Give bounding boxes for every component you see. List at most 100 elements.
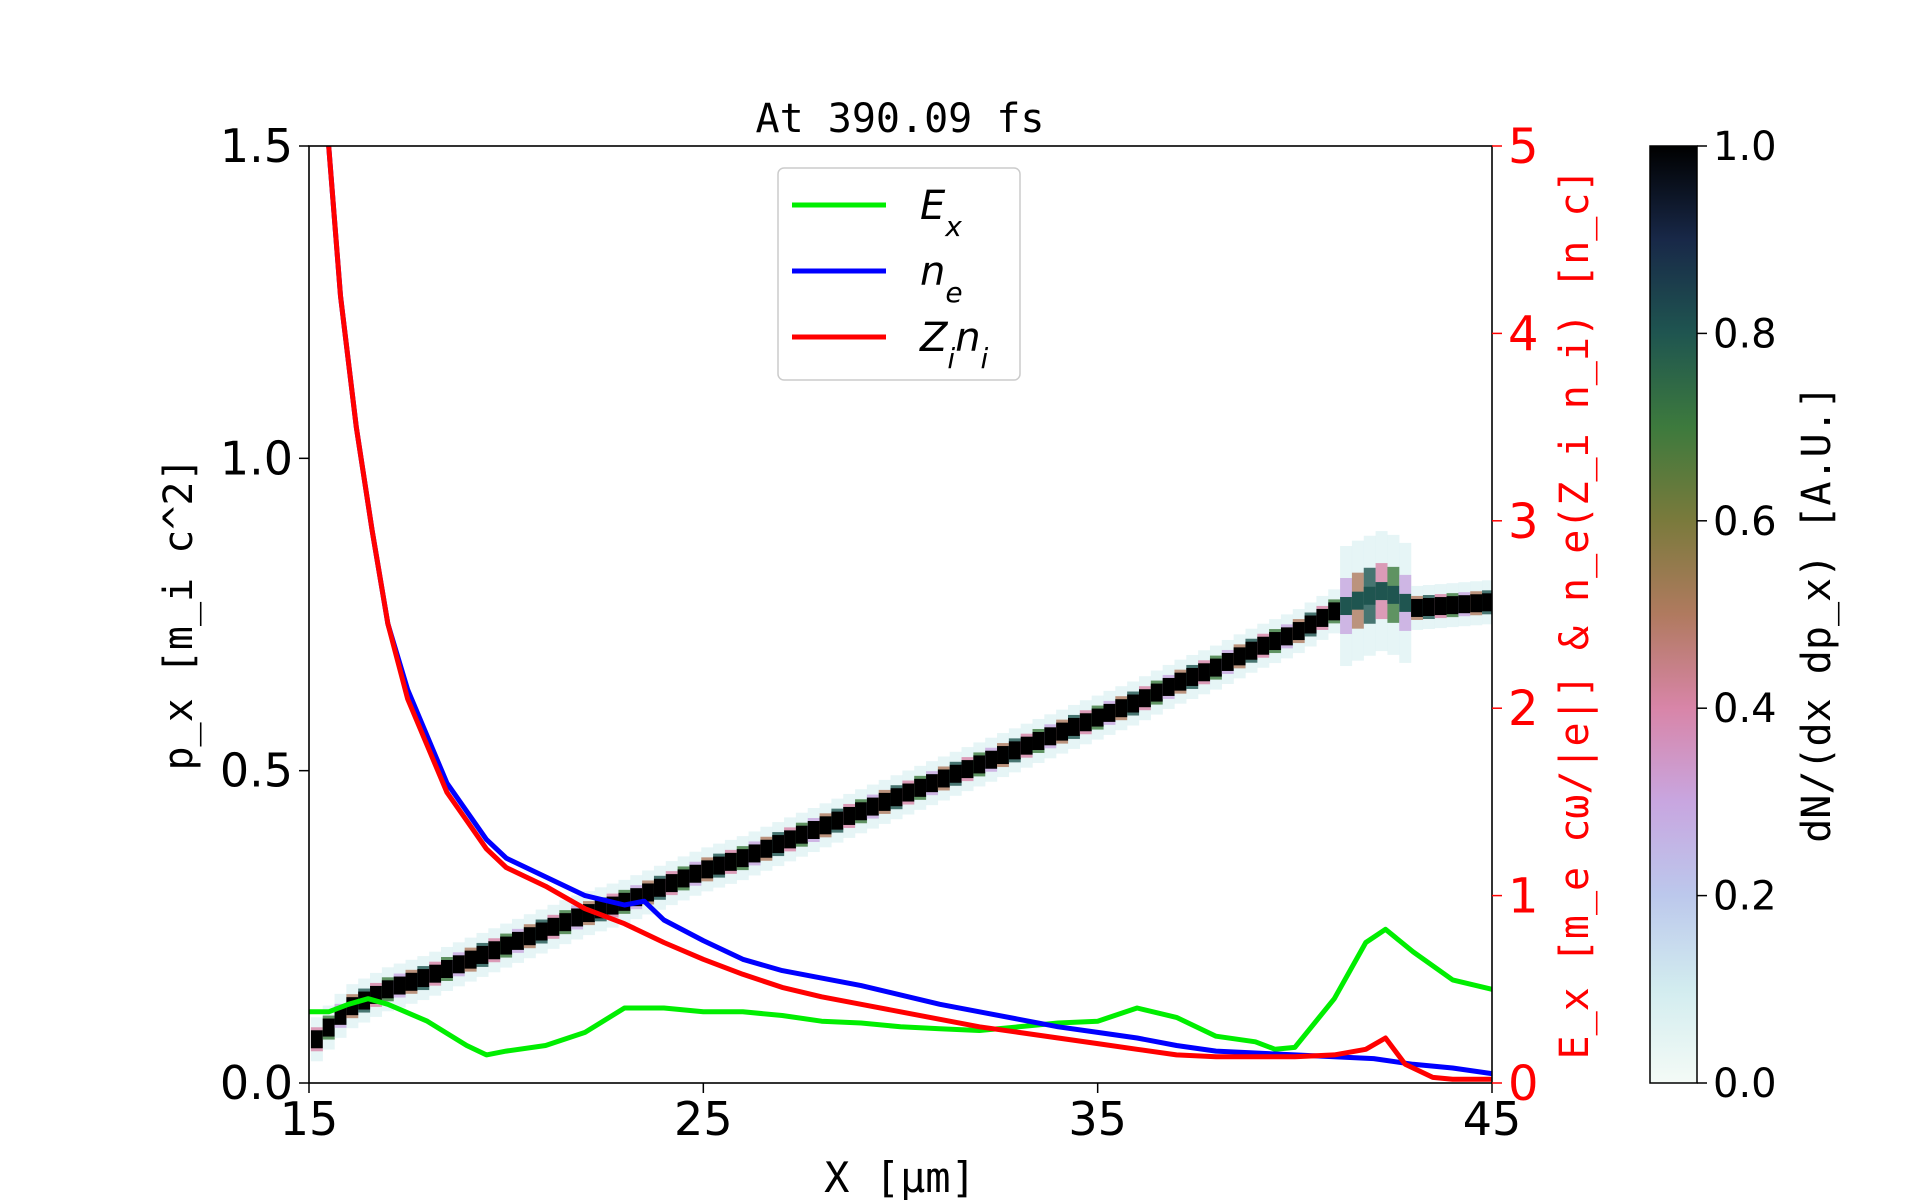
x-tick-label: 45 (1463, 1092, 1522, 1146)
phase-core-cell (1482, 593, 1492, 612)
legend-label: ne (920, 249, 963, 309)
chart-title: At 390.09 fs (756, 96, 1045, 142)
right-y-tick-label: 0 (1508, 1056, 1539, 1112)
phase-core-cell (736, 849, 749, 868)
phase-core-cell (523, 927, 536, 946)
phase-core-cell (819, 816, 832, 835)
phase-core-cell (1411, 598, 1424, 617)
left-y-tick-label: 1.0 (220, 431, 293, 485)
left-y-axis-ticks: 0.0 0.5 1.0 1.5 (220, 119, 309, 1110)
left-y-tick-label: 0.5 (220, 744, 293, 798)
phase-core-cell (1316, 608, 1329, 627)
phase-core-cell (937, 769, 950, 788)
phase-core-cell (310, 1030, 323, 1049)
phase-core-cell (1056, 722, 1069, 741)
colorbar-tick-label: 0.2 (1713, 874, 1777, 920)
phase-core-cell (890, 788, 903, 807)
plot-frame (308, 145, 1493, 1084)
phase-core-cell (559, 913, 572, 932)
phase-core-cell (795, 825, 808, 844)
phase-core-cell (772, 835, 785, 854)
phase-core-cell (1008, 741, 1021, 760)
phase-core-cell (1304, 615, 1317, 634)
right-y-tick-label: 2 (1508, 681, 1539, 737)
phase-core-cell (1387, 585, 1400, 604)
phase-core-cell (1221, 652, 1234, 671)
series-layer (309, 146, 1492, 1082)
phase-core-cell (653, 878, 666, 897)
phase-core-cell (1245, 641, 1258, 660)
phase-core-cell (807, 821, 820, 840)
phase-core-cell (1091, 708, 1104, 727)
x-axis-label: X [μm] (824, 1153, 976, 1200)
phase-core-cell (973, 755, 986, 774)
series-line (326, 146, 1492, 1077)
phase-core-cell (1399, 593, 1412, 612)
phase-core-cell (961, 760, 974, 779)
colorbar-tick-label: 0.0 (1713, 1061, 1777, 1107)
phase-core-cell (429, 964, 442, 983)
legend-box (777, 167, 1021, 381)
right-y-tick-label: 5 (1508, 119, 1539, 175)
phase-space-layer (310, 531, 1492, 1062)
colorbar-tick-label: 0.8 (1713, 311, 1777, 357)
phase-core-cell (689, 864, 702, 883)
phase-core-cell (1068, 717, 1081, 736)
phase-core-cell (417, 969, 430, 988)
left-y-axis-label: p_x [m_i c^2] (156, 457, 202, 770)
phase-core-cell (571, 908, 584, 927)
phase-core-cell (322, 1018, 335, 1037)
colorbar-tick-label: 0.6 (1713, 499, 1777, 545)
phase-core-cell (1292, 622, 1305, 641)
legend-label: Ex (920, 183, 962, 243)
phase-core-cell (1340, 597, 1353, 616)
phase-core-cell (1115, 699, 1128, 718)
phase-core-cell (642, 883, 655, 902)
phase-core-cell (1269, 632, 1282, 651)
phase-core-cell (831, 811, 844, 830)
phase-core-cell (452, 955, 465, 974)
phase-core-cell (1020, 736, 1033, 755)
phase-core-cell (1186, 667, 1199, 686)
phase-core-cell (1209, 658, 1222, 677)
phase-core-cell (665, 874, 678, 893)
phase-core-cell (1198, 663, 1211, 682)
phase-core-cell (464, 950, 477, 969)
phase-core-cell (866, 797, 879, 816)
phase-core-cell (1233, 647, 1246, 666)
phase-core-cell (902, 783, 915, 802)
phase-core-cell (1280, 627, 1293, 646)
phase-core-cell (878, 792, 891, 811)
phase-core-cell (547, 917, 560, 936)
phase-core-cell (748, 844, 761, 863)
x-axis-ticks: 15 25 35 45 (280, 1083, 1522, 1146)
phase-core-cell (997, 746, 1010, 765)
phase-core-cell (855, 802, 868, 821)
phase-core-cell (1446, 596, 1459, 615)
phase-core-cell (500, 936, 513, 955)
phase-core-cell (760, 839, 773, 858)
phase-core-cell (1079, 713, 1092, 732)
colorbar-tick-label: 0.4 (1713, 686, 1777, 732)
right-y-tick-label: 4 (1508, 306, 1539, 362)
phase-core-cell (677, 869, 690, 888)
phase-core-cell (1032, 731, 1045, 750)
phase-core-cell (784, 830, 797, 849)
legend-label: Zini (919, 315, 989, 375)
phase-core-cell (1328, 602, 1341, 621)
phase-core-cell (1422, 598, 1435, 617)
x-tick-label: 15 (280, 1092, 339, 1146)
series-line (309, 926, 1492, 1058)
right-y-tick-label: 1 (1508, 869, 1539, 925)
right-y-axis-label: E_x [m_e cω/|e|] & n_e(Z_i n_i) [n_c] (1552, 168, 1598, 1059)
right-y-tick-label: 3 (1508, 494, 1539, 550)
phase-core-cell (926, 774, 939, 793)
phase-core-cell (1363, 586, 1376, 605)
phase-core-cell (1150, 683, 1163, 702)
phase-core-cell (405, 972, 418, 991)
x-tick-label: 35 (1068, 1092, 1127, 1146)
left-y-tick-label: 1.5 (220, 119, 293, 173)
phase-core-cell (476, 945, 489, 964)
